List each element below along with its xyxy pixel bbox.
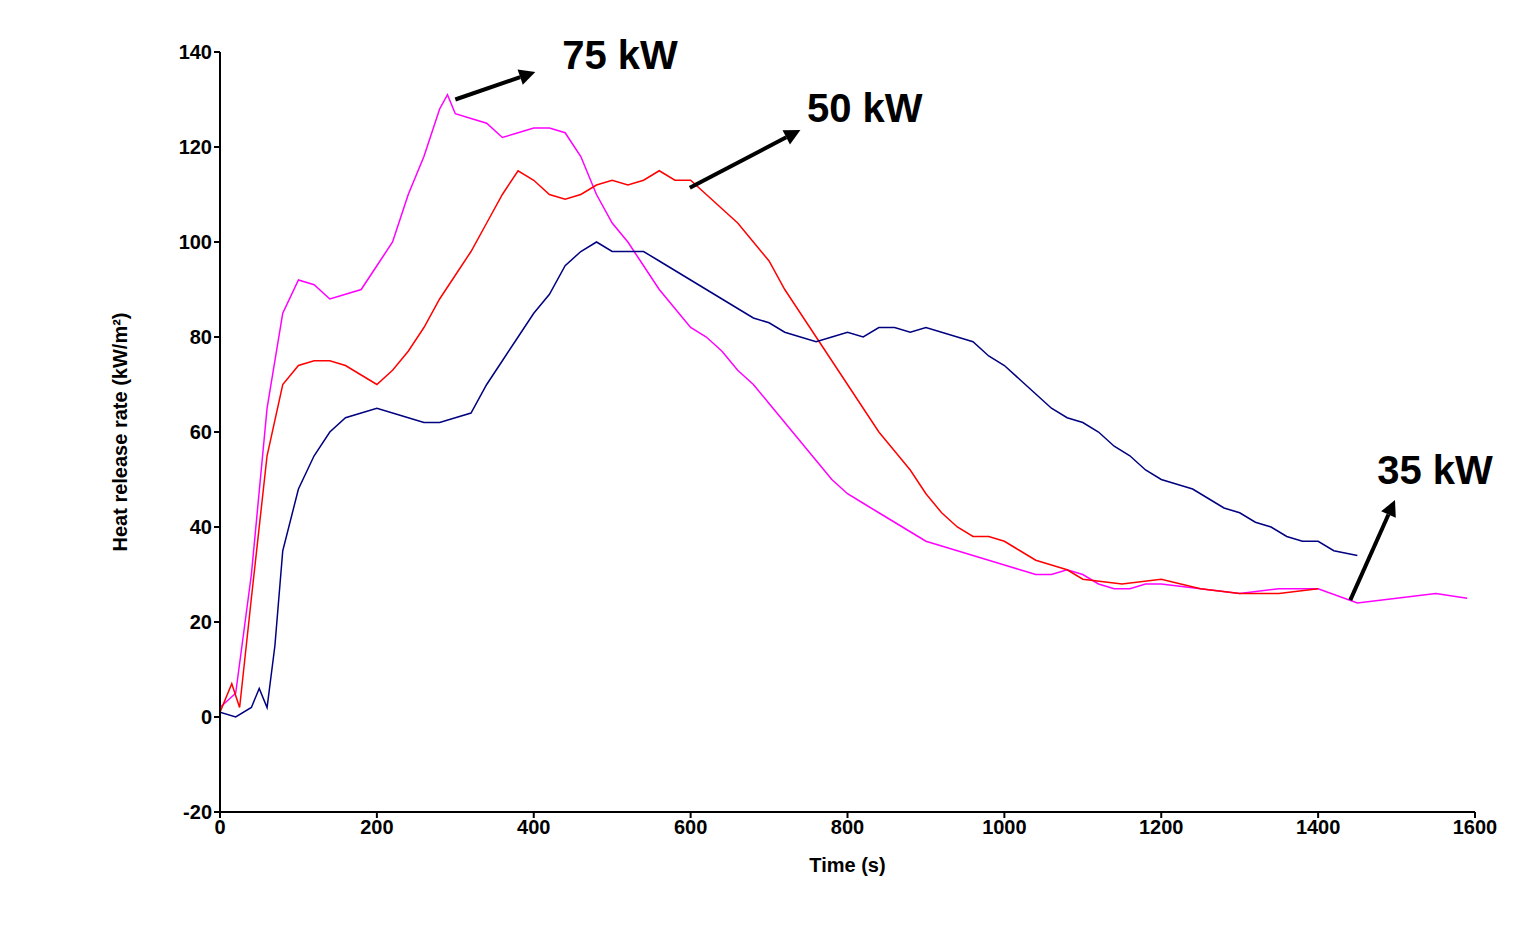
svg-text:400: 400 <box>517 816 550 838</box>
svg-text:-20: -20 <box>183 801 212 823</box>
svg-text:140: 140 <box>179 41 212 63</box>
svg-text:50 kW: 50 kW <box>807 86 923 130</box>
svg-text:600: 600 <box>674 816 707 838</box>
svg-text:120: 120 <box>179 136 212 158</box>
svg-text:35 kW: 35 kW <box>1377 448 1493 492</box>
svg-text:0: 0 <box>201 706 212 728</box>
svg-text:60: 60 <box>190 421 212 443</box>
svg-text:80: 80 <box>190 326 212 348</box>
svg-text:Heat release rate (kW/m²): Heat release rate (kW/m²) <box>109 313 131 552</box>
svg-text:100: 100 <box>179 231 212 253</box>
svg-text:0: 0 <box>214 816 225 838</box>
svg-text:75 kW: 75 kW <box>562 33 678 77</box>
svg-text:1200: 1200 <box>1139 816 1184 838</box>
svg-text:1600: 1600 <box>1453 816 1498 838</box>
svg-text:200: 200 <box>360 816 393 838</box>
svg-text:40: 40 <box>190 516 212 538</box>
svg-text:800: 800 <box>831 816 864 838</box>
svg-text:20: 20 <box>190 611 212 633</box>
svg-text:Time (s): Time (s) <box>809 854 885 876</box>
svg-text:1400: 1400 <box>1296 816 1341 838</box>
svg-text:1000: 1000 <box>982 816 1027 838</box>
